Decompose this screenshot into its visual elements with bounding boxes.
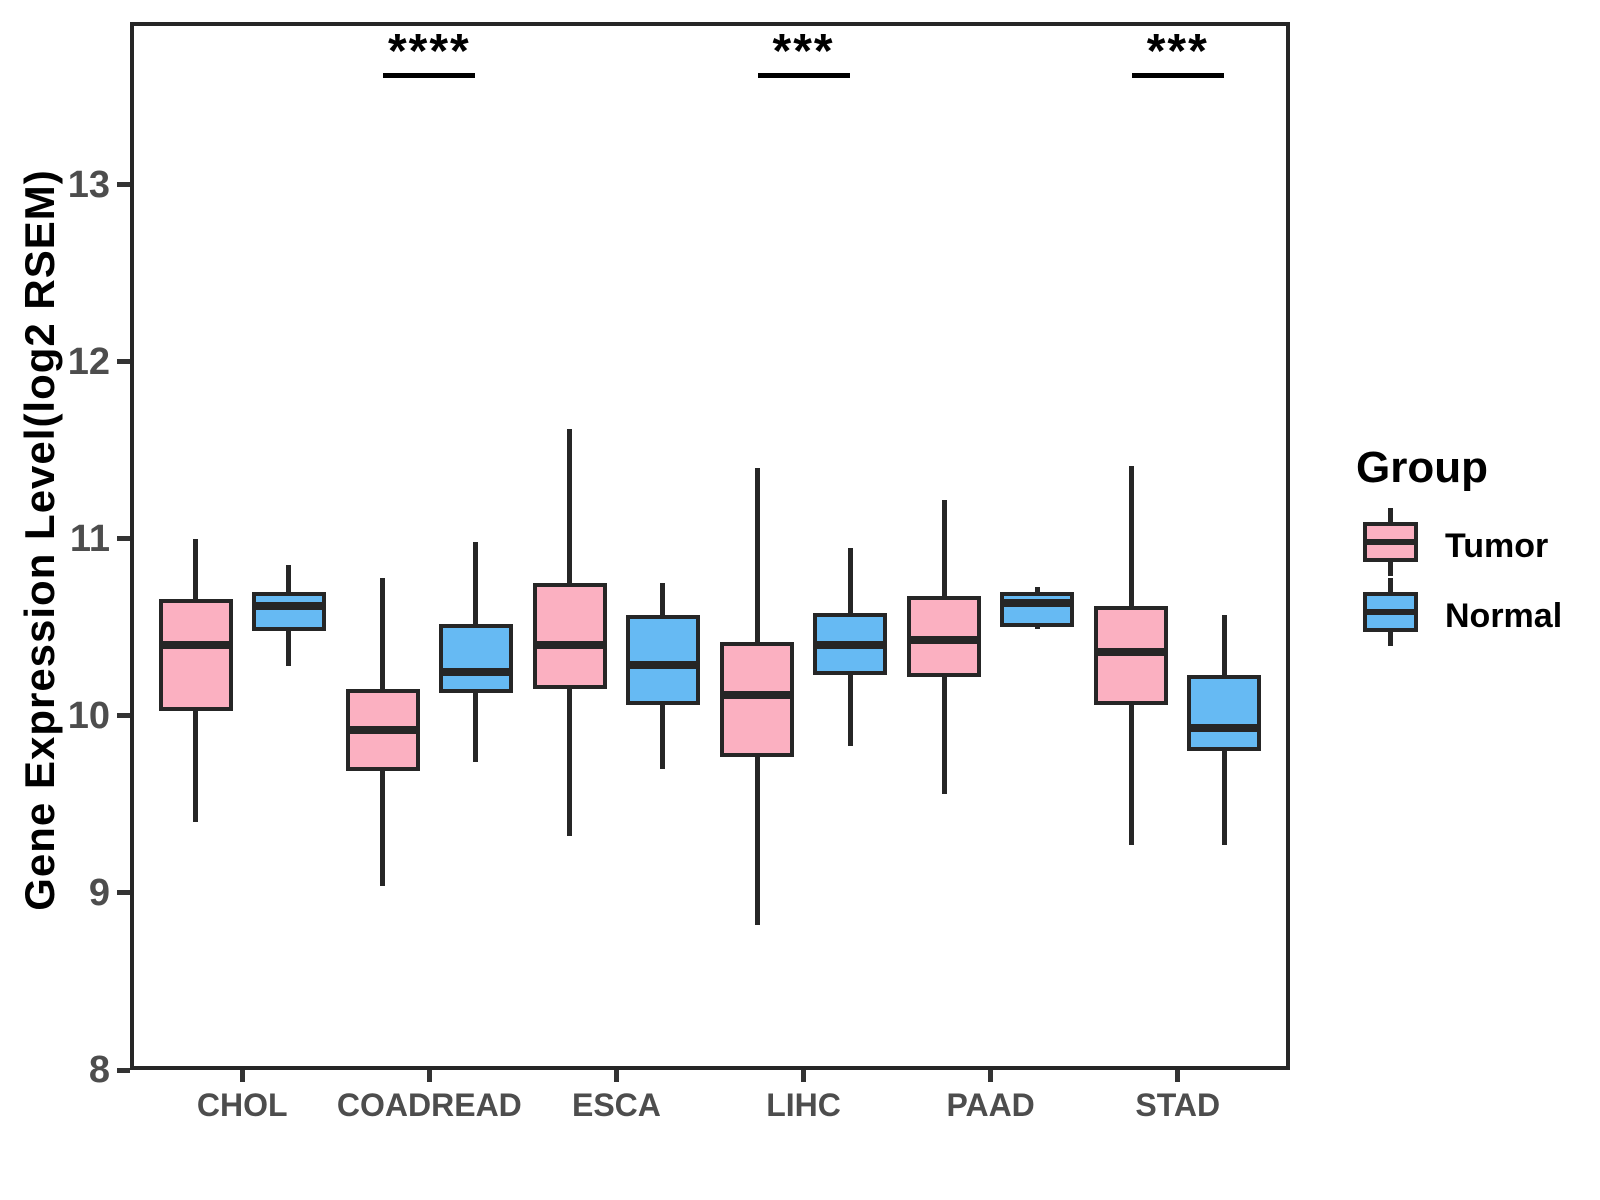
- y-tick-mark: [117, 536, 130, 542]
- x-tick-label-chol: CHOL: [196, 1087, 288, 1123]
- box-normal-paad: [1000, 592, 1075, 628]
- legend-normal-whisker-top: [1388, 578, 1393, 594]
- y-tick-label: 8: [88, 1049, 110, 1091]
- median-normal-chol: [251, 602, 326, 611]
- x-tick-label-esca: ESCA: [571, 1087, 661, 1123]
- box-tumor-chol: [158, 599, 233, 711]
- x-tick-mark: [613, 1070, 619, 1082]
- y-tick-label: 9: [88, 871, 110, 914]
- x-tick-label-coadread: COADREAD: [336, 1087, 522, 1123]
- median-normal-stad: [1187, 724, 1262, 733]
- legend-label-normal: Normal: [1445, 597, 1563, 635]
- x-tick-mark: [801, 1070, 807, 1082]
- legend-normal-whisker-bottom: [1388, 630, 1393, 646]
- x-tick-mark: [988, 1070, 994, 1082]
- plot-panel: [130, 22, 1290, 1070]
- y-tick-label: 13: [67, 163, 110, 206]
- legend-tumor-whisker-bottom: [1388, 560, 1393, 576]
- legend-label-tumor: Tumor: [1445, 527, 1549, 565]
- significance-underline-stad: [1131, 73, 1224, 78]
- box-tumor-esca: [532, 583, 607, 690]
- x-tick-mark: [426, 1070, 432, 1082]
- x-tick-label-lihc: LIHC: [766, 1087, 841, 1123]
- x-tick-mark: [239, 1070, 245, 1082]
- y-tick-label: 11: [69, 517, 110, 560]
- median-tumor-paad: [907, 635, 982, 644]
- box-normal-chol: [251, 592, 326, 631]
- box-normal-esca: [625, 615, 700, 706]
- significance-stars-coadread: ****: [387, 25, 471, 78]
- legend-tumor-whisker-top: [1388, 508, 1393, 524]
- y-tick-mark: [117, 182, 130, 188]
- significance-stars-lihc: ***: [772, 25, 835, 78]
- box-normal-stad: [1187, 675, 1262, 752]
- y-tick-mark: [117, 1067, 130, 1073]
- significance-underline-coadread: [383, 73, 476, 78]
- x-tick-label-stad: STAD: [1135, 1087, 1221, 1123]
- median-normal-lihc: [813, 641, 888, 650]
- y-tick-mark: [117, 890, 130, 896]
- x-tick-mark: [1175, 1070, 1181, 1082]
- significance-stars-stad: ***: [1146, 25, 1209, 78]
- legend-title: Group: [1356, 443, 1488, 492]
- y-tick-mark: [117, 713, 130, 719]
- median-normal-coadread: [438, 667, 513, 676]
- y-tick-mark: [117, 359, 130, 365]
- median-normal-paad: [1000, 598, 1075, 607]
- y-tick-label: 10: [67, 694, 110, 737]
- y-tick-label: 12: [67, 340, 110, 383]
- median-tumor-chol: [158, 641, 233, 650]
- legend-tumor-median: [1363, 539, 1418, 545]
- legend-normal-median: [1363, 609, 1418, 615]
- median-tumor-esca: [532, 641, 607, 650]
- median-tumor-lihc: [720, 690, 795, 699]
- significance-underline-lihc: [757, 73, 850, 78]
- median-tumor-coadread: [345, 726, 420, 735]
- box-normal-coadread: [438, 623, 513, 693]
- median-normal-esca: [625, 660, 700, 669]
- box-tumor-lihc: [720, 641, 795, 757]
- x-tick-label-paad: PAAD: [946, 1087, 1035, 1123]
- median-tumor-stad: [1094, 648, 1169, 657]
